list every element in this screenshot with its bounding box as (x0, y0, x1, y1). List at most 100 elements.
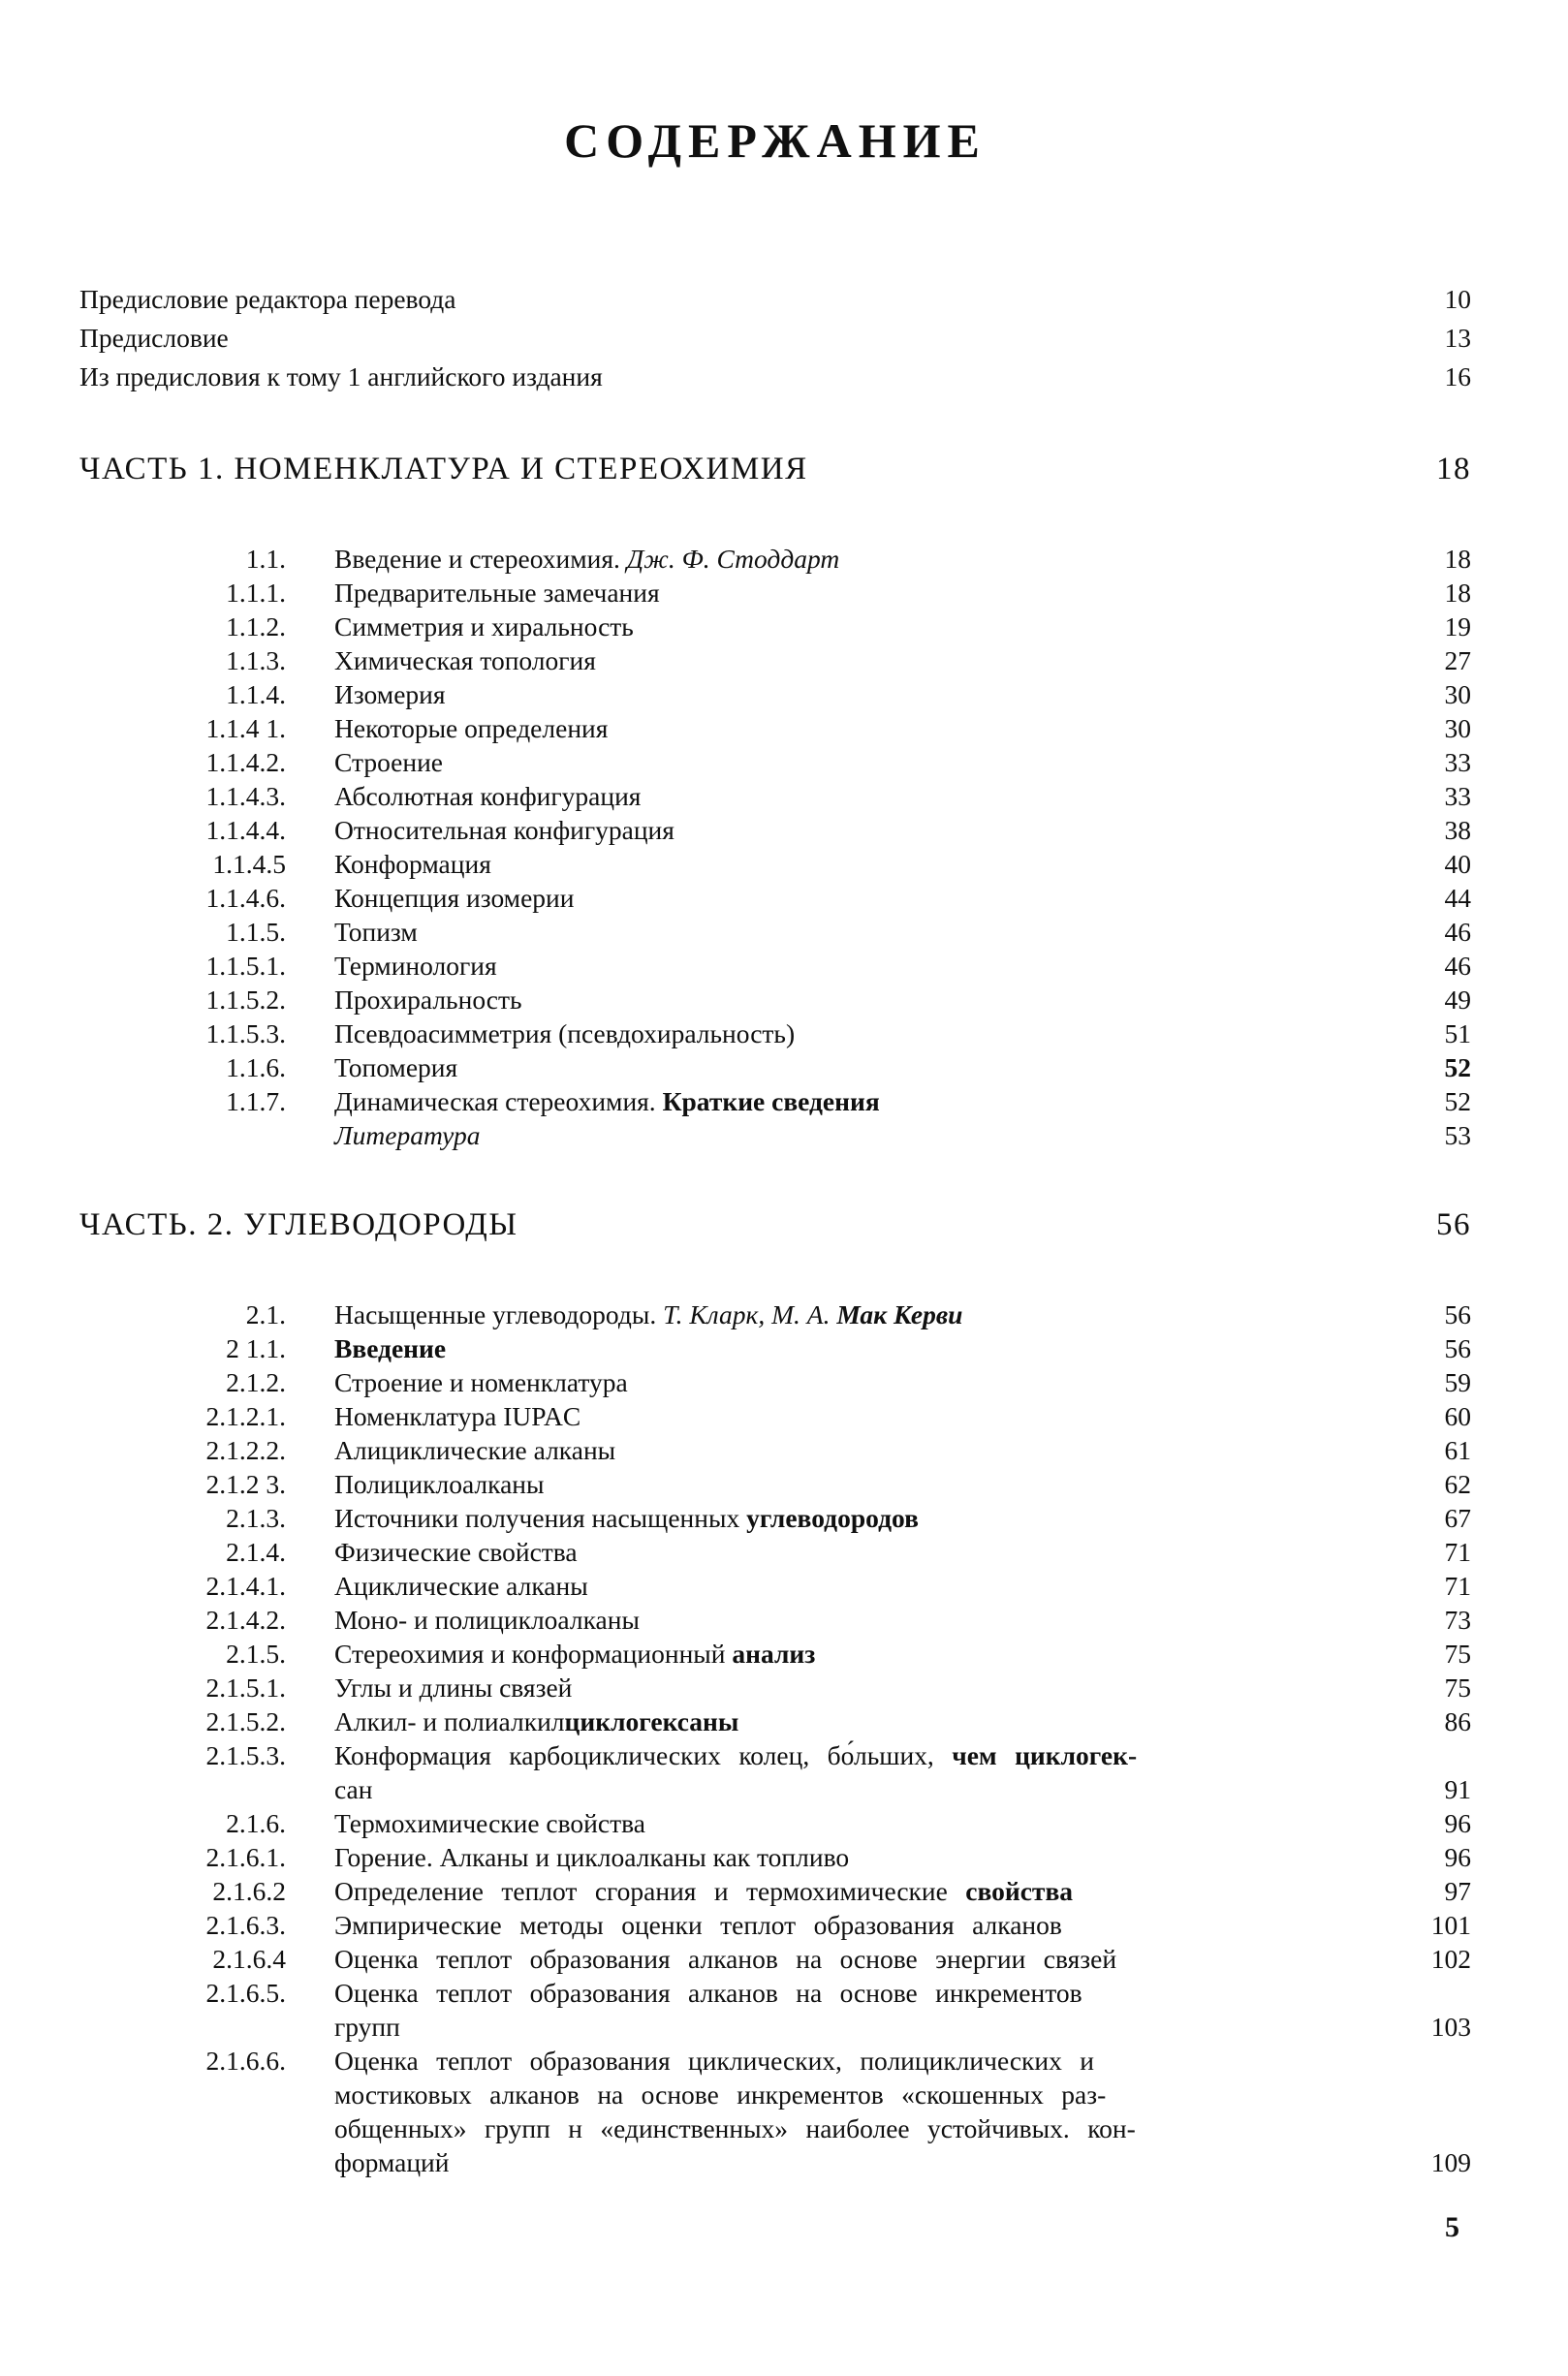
toc-title-line: Строение и номенклатура (334, 1365, 1403, 1399)
toc-title-text: Относительная конфигурация (334, 815, 674, 845)
page-folio: 5 (1445, 2211, 1459, 2243)
toc-entry-title: Полициклоалканы (286, 1467, 1403, 1501)
toc-title-line: Динамическая стереохимия. Краткие сведен… (334, 1084, 1403, 1118)
toc-entry-page: 67 (1444, 1503, 1472, 1533)
toc-title-line: формаций (334, 2145, 1403, 2179)
toc-row: 2.1.5. Стереохимия и конформационный анал… (79, 1637, 1471, 1671)
toc-title-text: Литература (334, 1120, 481, 1150)
toc-title-text: Топизм (334, 917, 418, 947)
toc-entry-page: 51 (1444, 1018, 1472, 1048)
toc-entry-title: Алкил- и полиалкилциклогексаны (286, 1704, 1403, 1738)
toc-row: 2.1.4.1. Ациклические алканы 71 (79, 1569, 1472, 1603)
toc-title-text: Оценка теплот образования циклических, п… (334, 2046, 1095, 2076)
toc-title-line: Оценка теплот образования алканов на осн… (334, 1976, 1403, 2010)
toc-title-line: Относительная конфигурация (334, 813, 1403, 847)
toc-entry-number: 2.1.4. (226, 1537, 286, 1567)
toc-entry-number: 2.1.2.1. (205, 1401, 287, 1431)
toc-entry-number: 2.1.5.2. (205, 1706, 287, 1736)
toc-entry-page: 16 (1444, 361, 1472, 391)
toc-title-line: Литература (334, 1118, 1403, 1152)
toc-entry-page: 59 (1444, 1367, 1472, 1397)
toc-entry-number: 2.1.4.1. (205, 1571, 287, 1601)
toc-title-line: Полициклоалканы (334, 1467, 1403, 1501)
toc-title-text: Стереохимия и конформационный (334, 1639, 733, 1669)
toc-title-text: мостиковых алканов на основе инкрементов… (334, 2079, 1107, 2110)
toc-title-text: Строение (334, 747, 444, 777)
toc-title-line: групп (334, 2010, 1403, 2044)
toc-title-text: Некоторые определения (334, 713, 609, 743)
toc-entry-page: 33 (1444, 747, 1472, 777)
toc-entry-number: 2.1. (245, 1299, 286, 1329)
toc-entry-number: 1.1. (245, 544, 286, 574)
toc-entry-page: 52 (1444, 1052, 1472, 1082)
part-heading-label: ЧАСТЬ 1. НОМЕНКЛАТУРА И СТЕРЕОХИМИЯ (79, 452, 808, 486)
front-matter: Предисловие редактора перевода 10 Предисло… (79, 280, 1471, 396)
toc-entry-title: Определение теплот сгорания и термохимич… (286, 1874, 1403, 1908)
toc-title-text: Симметрия и хиральность (334, 611, 634, 641)
toc-entry-page: 71 (1444, 1537, 1472, 1567)
toc-row: 1.1.5.1. Терминология 46 (79, 949, 1472, 983)
toc-entry-number: 1.1.4.2. (205, 747, 287, 777)
toc-row: 1.1.7. Динамическая стереохимия. Краткие … (79, 1084, 1471, 1118)
toc-row: 1.1.4.2. Строение 33 (79, 745, 1472, 779)
toc-entry-title: Ациклические алканы (286, 1569, 1403, 1603)
toc-row: 1.1.4. Изомерия 30 (79, 677, 1471, 711)
toc-title-text: Терминология (334, 951, 497, 981)
toc-entry-page: 109 (1430, 2147, 1471, 2177)
toc-entry-title: Относительная конфигурация (286, 813, 1403, 847)
toc-title-line: Топизм (334, 915, 1403, 949)
toc-entry-page: 52 (1444, 1086, 1472, 1116)
toc-entry-number: 1.1.4.6. (205, 883, 287, 913)
toc-title-line: Насыщенные углеводороды. Т. Кларк, М. А.… (334, 1297, 1403, 1331)
toc-title-line: Абсолютная конфигурация (334, 779, 1403, 813)
toc-entry-number: 2 1.1. (226, 1333, 286, 1363)
toc-row: 1.1.5.2. Прохиральность 49 (79, 983, 1472, 1016)
toc-entry-number: 1.1.5.2. (205, 985, 287, 1015)
toc-title-text: Динамическая стереохимия. (334, 1086, 663, 1116)
sections: ЧАСТЬ 1. НОМЕНКЛАТУРА И СТЕРЕОХИМИЯ 18 1.1… (79, 449, 1471, 2179)
toc-title-line: Введение (334, 1331, 1403, 1365)
toc-row: 2.1.5.1. Углы и длины связей 75 (79, 1671, 1472, 1704)
toc-row: 1.1.5.3. Псевдоасимметрия (псевдохирально… (79, 1016, 1472, 1050)
toc-title-line: мостиковых алканов на основе инкрементов… (334, 2078, 1403, 2111)
toc-entry-page: 56 (1444, 1299, 1472, 1329)
toc-entry-title: Строение и номенклатура (286, 1365, 1403, 1399)
toc-row: Предисловие 13 (79, 319, 1471, 358)
toc-title-line: Предварительные замечания (334, 576, 1403, 610)
toc-title-text: сан (334, 1774, 373, 1804)
toc-title-line: Эмпирические методы оценки теплот образо… (334, 1908, 1403, 1942)
toc-row: 1.1.4.5 Конформация 40 (79, 847, 1471, 881)
toc-title-text: Определение теплот сгорания и термохимич… (334, 1876, 966, 1906)
toc-title-text: Топомерия (334, 1052, 458, 1082)
toc-entry-page: 18 (1444, 544, 1472, 574)
toc-title-text: Эмпирические методы оценки теплот образо… (334, 1910, 1062, 1940)
toc-entries: 1.1. Введение и стереохимия. Дж. Ф. Стодд… (79, 542, 1472, 1152)
toc-entry-number: 1.1.5. (226, 917, 286, 947)
toc-entry-title: Насыщенные углеводороды. Т. Кларк, М. А.… (286, 1297, 1403, 1331)
toc-title-line: Углы и длины связей (334, 1671, 1403, 1704)
toc-entry-title: Оценка теплот образования циклических, п… (286, 2044, 1403, 2179)
toc-entry-page: 101 (1430, 1910, 1471, 1940)
toc-entry-page: 10 (1444, 284, 1472, 314)
toc-entry-page: 30 (1444, 679, 1472, 709)
toc-entry-title: Оценка теплот образования алканов на осн… (286, 1942, 1403, 1976)
toc-entry-title: Физические свойства (286, 1535, 1403, 1569)
toc-row: 2.1.2.2. Алициклические алканы 61 (79, 1433, 1472, 1467)
toc-entry-page: 49 (1444, 985, 1472, 1015)
toc-entry-title: Горение. Алканы и циклоалканы как топлив… (286, 1840, 1403, 1874)
part-heading-label: ЧАСТЬ. 2. УГЛЕВОДОРОДЫ (79, 1207, 518, 1242)
toc-entry-number: 2.1.6.5. (205, 1978, 287, 2008)
toc-title-text: Источники получения насыщенных (334, 1503, 747, 1533)
toc-entry-number: 1.1.4 1. (205, 713, 287, 743)
toc-title-text: Концепция изомерии (334, 883, 575, 913)
toc-title-line: Алкил- и полиалкилциклогексаны (334, 1704, 1403, 1738)
toc-row: Литература 53 (79, 1118, 1471, 1152)
toc-title-line: Введение и стереохимия. Дж. Ф. Стоддарт (334, 542, 1403, 576)
toc-entry-page: 56 (1444, 1333, 1472, 1363)
toc-entry-title: Эмпирические методы оценки теплот образо… (286, 1908, 1403, 1942)
toc-entry-title: Симметрия и хиральность (286, 610, 1403, 643)
toc-title-line: Прохиральность (334, 983, 1403, 1016)
toc-entry-page: 38 (1444, 815, 1472, 845)
toc-title-text: анализ (732, 1639, 816, 1669)
toc-row: 2.1.6.6. Оценка теплот образования циклич… (79, 2044, 1472, 2179)
